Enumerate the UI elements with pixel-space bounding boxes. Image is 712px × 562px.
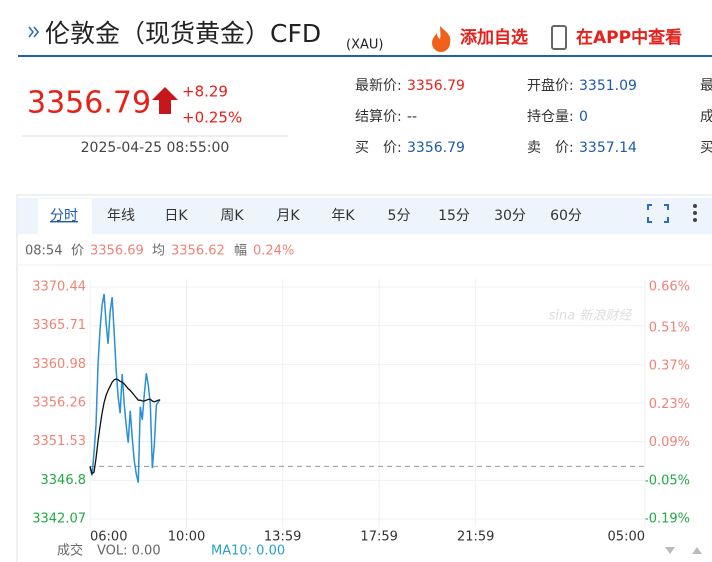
- ma10-value: MA10: 0.00: [211, 544, 285, 559]
- watermark: sina 新浪财经: [549, 308, 634, 324]
- fire-icon[interactable]: [432, 26, 451, 52]
- field-label: 卖 价:: [527, 140, 574, 156]
- volume-label: 成交: [57, 543, 83, 559]
- info-avg-label: 均: [152, 244, 165, 259]
- y-tick-label: 3365.71: [32, 318, 86, 333]
- tab-bar: [18, 198, 712, 234]
- info-price: 3356.69: [90, 244, 144, 259]
- price-change: +8.29: [182, 83, 228, 101]
- info-price-label: 价: [71, 244, 84, 259]
- open-app-button[interactable]: 在APP中查看: [576, 27, 682, 48]
- field-label: 开盘价:: [527, 77, 574, 94]
- x-tick-label: 10:00: [168, 530, 205, 545]
- x-tick-label: 13:59: [264, 530, 301, 545]
- x-tick-label: 21:59: [457, 530, 494, 545]
- chart-tab[interactable]: 年线: [107, 208, 135, 224]
- chart-tab[interactable]: 周K: [220, 208, 244, 224]
- field-label: 持仓量:: [527, 109, 574, 125]
- chart-tab[interactable]: 年K: [331, 208, 355, 224]
- chart-tab[interactable]: 60分: [550, 208, 582, 224]
- scroll-icons[interactable]: [665, 547, 702, 554]
- symbol-code: (XAU): [346, 38, 383, 53]
- fullscreen-icon[interactable]: [647, 204, 669, 223]
- y2-tick-label: -0.19%: [644, 512, 690, 527]
- field-value: 0: [579, 109, 588, 125]
- y-tick-label: 3370.44: [32, 280, 86, 295]
- y-tick-label: 3346.8: [41, 473, 87, 488]
- field-label: 成: [700, 109, 712, 125]
- chart-tab[interactable]: 月K: [276, 208, 300, 224]
- y2-tick-label: 0.23%: [649, 397, 690, 412]
- chart-tab[interactable]: 5分: [388, 208, 411, 224]
- x-tick-label: 17:59: [360, 530, 397, 545]
- y-tick-label: 3360.98: [32, 357, 86, 372]
- field-label: 最新价:: [355, 78, 402, 94]
- price-line: [89, 293, 161, 483]
- chart-tab[interactable]: 分时: [50, 208, 78, 224]
- y-tick-label: 3351.53: [32, 434, 86, 449]
- field-value: 3357.14: [579, 140, 637, 156]
- info-change-label: 幅: [234, 244, 247, 259]
- field-label: 买 价:: [355, 140, 402, 156]
- y2-tick-label: 0.09%: [649, 435, 690, 450]
- field-label: 最: [700, 78, 712, 94]
- y-tick-label: 3342.07: [32, 512, 86, 527]
- quote-time: 2025-04-25 08:55:00: [81, 140, 230, 156]
- chart-tab[interactable]: 日K: [164, 208, 188, 224]
- field-value: 3356.79: [407, 140, 465, 156]
- volume-value: VOL: 0.00: [97, 544, 161, 559]
- field-label: 结算价:: [355, 109, 402, 125]
- chart-panel: [16, 194, 712, 562]
- info-avg: 3356.62: [171, 244, 225, 259]
- y-tick-label: 3356.26: [32, 395, 86, 410]
- info-change: 0.24%: [253, 244, 294, 259]
- y2-tick-label: -0.05%: [644, 473, 690, 488]
- field-value: --: [407, 109, 417, 125]
- active-tab-bg: [38, 199, 92, 234]
- field-label: 买: [700, 140, 712, 156]
- y2-tick-label: 0.66%: [649, 280, 690, 295]
- info-time: 08:54: [25, 244, 62, 259]
- price-change-pct: +0.25%: [182, 109, 242, 127]
- chart-tab[interactable]: 15分: [438, 208, 470, 224]
- y2-tick-label: 0.51%: [649, 320, 690, 335]
- chart-tab[interactable]: 30分: [494, 208, 526, 224]
- page-title: 伦敦金（现货黄金）CFD: [45, 19, 321, 48]
- x-tick-label: 05:00: [608, 530, 645, 545]
- field-value: 3356.79: [407, 78, 465, 94]
- y2-tick-label: 0.37%: [649, 359, 690, 374]
- last-price: 3356.79: [27, 86, 151, 121]
- breadcrumb-icon: [28, 26, 40, 38]
- add-watch-button[interactable]: 添加自选: [460, 27, 528, 48]
- more-icon[interactable]: [693, 204, 697, 222]
- average-line: [89, 378, 161, 475]
- phone-icon[interactable]: [551, 25, 567, 50]
- x-tick-label: 06:00: [90, 530, 127, 545]
- up-arrow: [152, 87, 178, 114]
- field-value: 3351.09: [579, 78, 637, 94]
